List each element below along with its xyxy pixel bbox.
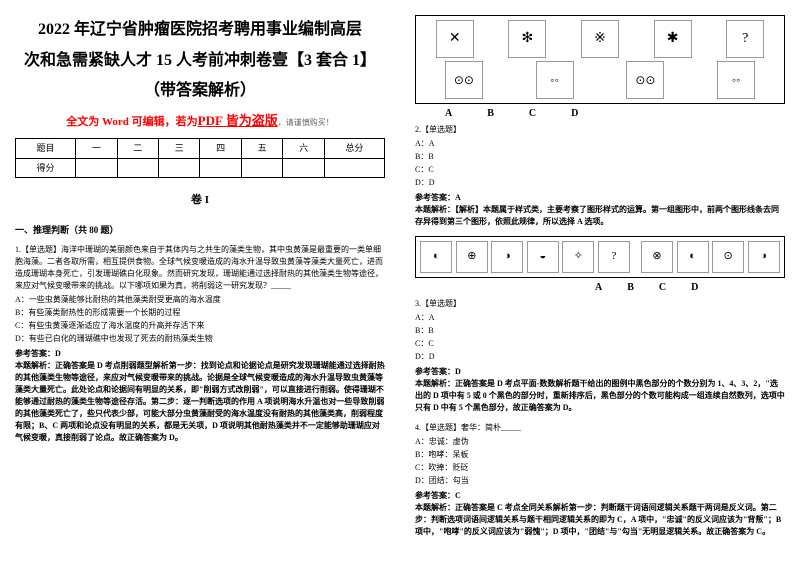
question-2: 2.【单选题】 A：A B：B C：C D：D 参考答案：A 本题解析：【解析】… bbox=[415, 124, 785, 228]
question-3: 3.【单选题】 A：A B：B C：C D：D 参考答案：D 本题解析：正确答案… bbox=[415, 298, 785, 414]
title-line-2: 次和急需紧缺人才 15 人考前冲刺卷壹【3 套合 1】 bbox=[15, 48, 385, 74]
q3-figure: ◐ ⊕ ◑ ◒ ✧ ? ⊗ ◐ ⊙ ◑ bbox=[415, 236, 785, 278]
juan-label: 卷 I bbox=[15, 193, 385, 208]
piracy-warning: 全文为 Word 可编辑，若为PDF 皆为盗版，请谨慎购买！ bbox=[15, 112, 385, 130]
q3-option-labels: ABCD bbox=[595, 281, 785, 295]
q2-option-labels: ABCD bbox=[445, 107, 785, 121]
question-4: 4.【单选题】奢华：简朴_____ A：忠诚：虚伪 B：咆哮：呆板 C：吹捧：贬… bbox=[415, 422, 785, 538]
section-1-title: 一、推理判断（共 80 题） bbox=[15, 224, 385, 237]
title-line-1: 2022 年辽宁省肿瘤医院招考聘用事业编制高层 bbox=[15, 17, 385, 43]
question-1: 1.【单选题】海洋中珊瑚的美丽颜色来自于其体内与之共生的藻类生物，其中虫黄藻是最… bbox=[15, 244, 385, 444]
q2-figure: ✕ ✻ ※ ✱ ? ⊙⊙ ◦◦ ⊙⊙ ◦◦ bbox=[415, 15, 785, 104]
score-table: 题目 一 二 三 四 五 六 总分 得分 bbox=[15, 138, 385, 178]
title-line-3: （带答案解析） bbox=[15, 78, 385, 104]
